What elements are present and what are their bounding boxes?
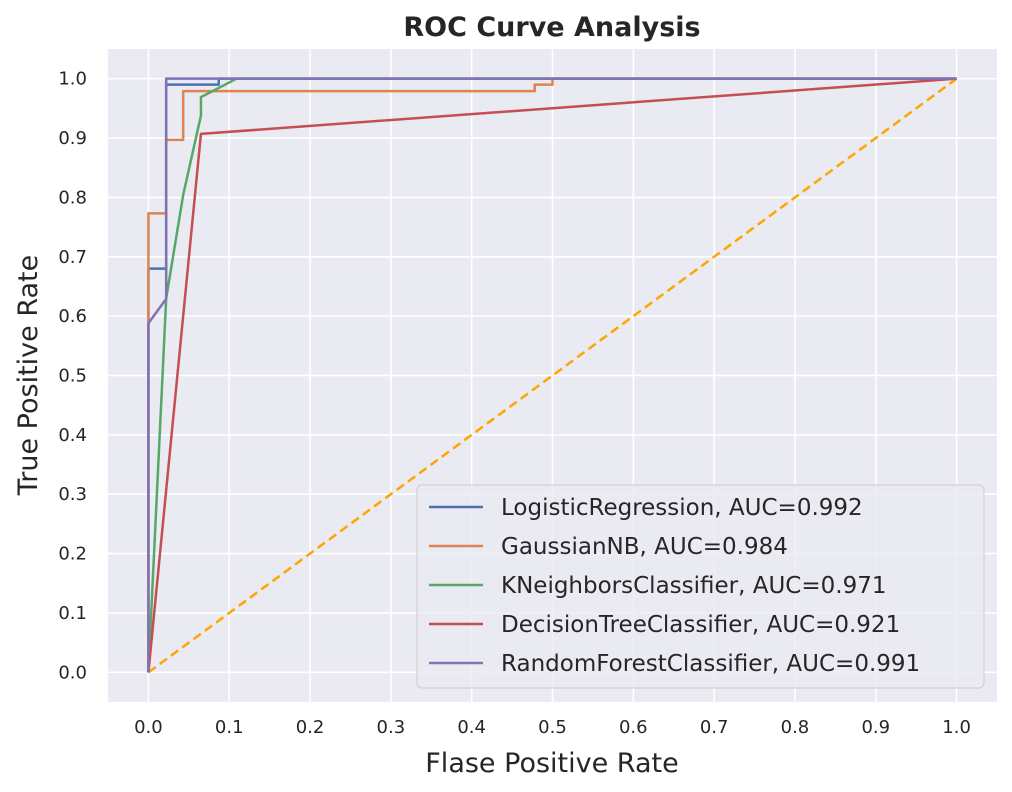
- y-tick-label: 0.0: [58, 662, 87, 683]
- legend-label-5: RandomForestClassifier, AUC=0.991: [501, 651, 920, 677]
- x-axis-label: Flase Positive Rate: [425, 748, 678, 779]
- y-tick-label: 0.9: [58, 128, 87, 149]
- y-tick-labels: 0.0 0.1 0.2 0.3 0.4 0.5 0.6 0.7 0.8 0.9 1.0: [58, 69, 87, 684]
- x-tick-label: 0.5: [538, 717, 567, 738]
- y-tick-label: 0.6: [58, 306, 87, 327]
- y-tick-label: 1.0: [58, 69, 87, 90]
- legend-label-3: KNeighborsClassifier, AUC=0.971: [501, 573, 886, 599]
- x-tick-label: 0.2: [296, 717, 325, 738]
- y-tick-label: 0.2: [58, 544, 87, 565]
- y-axis-label: True Positive Rate: [13, 255, 44, 497]
- x-tick-label: 0.1: [215, 717, 244, 738]
- chart-title: ROC Curve Analysis: [403, 12, 700, 43]
- x-tick-label: 0.8: [781, 717, 810, 738]
- legend-box: [416, 484, 985, 689]
- y-tick-label: 0.8: [58, 187, 87, 208]
- y-tick-label: 0.1: [58, 603, 87, 624]
- series-line-2: [147, 77, 957, 673]
- x-tick-label: 0.0: [134, 717, 163, 738]
- x-tick-label: 0.6: [619, 717, 648, 738]
- legend-label-1: LogisticRegression, AUC=0.992: [501, 495, 863, 521]
- legend: LogisticRegression, AUC=0.992 GaussianNB,…: [416, 484, 985, 689]
- series-lines: [147, 77, 957, 673]
- y-tick-label: 0.5: [58, 366, 87, 387]
- x-tick-label: 0.9: [861, 717, 890, 738]
- x-tick-labels: 0.0 0.1 0.2 0.3 0.4 0.5 0.6 0.7 0.8 0.9 1.0: [134, 717, 971, 738]
- legend-label-2: GaussianNB, AUC=0.984: [501, 534, 788, 560]
- series-line-5: [147, 77, 957, 673]
- y-tick-label: 0.4: [58, 425, 87, 446]
- x-tick-label: 1.0: [942, 717, 971, 738]
- legend-label-4: DecisionTreeClassifier, AUC=0.921: [501, 612, 900, 638]
- series-line-4: [147, 77, 957, 673]
- y-tick-label: 0.7: [58, 247, 87, 268]
- x-tick-label: 0.4: [457, 717, 486, 738]
- y-tick-label: 0.3: [58, 484, 87, 505]
- x-tick-label: 0.7: [700, 717, 729, 738]
- x-tick-label: 0.3: [377, 717, 406, 738]
